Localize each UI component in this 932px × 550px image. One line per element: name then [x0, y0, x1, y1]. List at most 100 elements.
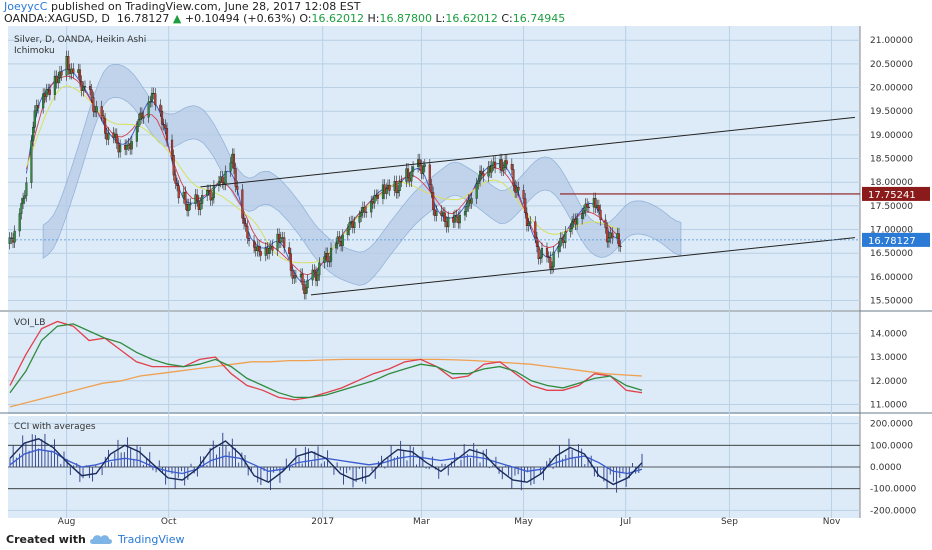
candle-body — [539, 256, 542, 259]
voi-pane-background — [8, 312, 860, 414]
low-label: L: — [435, 12, 446, 25]
price-tick: 20.50000 — [870, 60, 913, 70]
candle-body — [584, 203, 587, 211]
candle-body — [395, 181, 398, 194]
candle-body — [268, 248, 271, 254]
price-tick: 17.00000 — [870, 226, 913, 236]
candle-body — [338, 236, 341, 242]
candle-body — [304, 287, 307, 294]
candle-body — [107, 132, 110, 140]
candle-body — [224, 171, 227, 185]
candle-body — [100, 106, 103, 116]
candle-body — [160, 110, 164, 125]
price-tick: 15.50000 — [870, 297, 913, 307]
time-axis-tick: Aug — [58, 517, 76, 527]
candle-body — [53, 75, 56, 95]
candle-body — [586, 203, 589, 208]
footer: Created with TradingView — [0, 528, 932, 550]
price-axis-background — [860, 26, 932, 518]
candle-body — [522, 190, 525, 199]
candle-body — [137, 119, 140, 127]
cci-pane — [8, 432, 860, 493]
author-link[interactable]: JoeyycC — [4, 0, 48, 13]
close-value: 16.74945 — [512, 12, 566, 25]
candle-body — [164, 124, 167, 129]
candle-body — [18, 213, 21, 232]
candle-body — [358, 215, 361, 223]
last-price: 16.78127 — [116, 12, 170, 25]
candle-body — [253, 240, 256, 248]
cci-dark-average — [9, 438, 643, 486]
cci-pane-title: CCI with averages — [14, 422, 96, 432]
candle-body — [196, 194, 199, 202]
candle-body — [502, 167, 505, 171]
voi-tick: 11.0000 — [870, 401, 907, 411]
candle-body — [119, 144, 122, 153]
candle-body — [184, 191, 187, 205]
candle-body — [360, 212, 363, 217]
candle-body — [463, 211, 467, 216]
candle-body — [423, 164, 426, 167]
tradingview-link[interactable]: TradingView — [118, 533, 185, 546]
candle-body — [447, 216, 450, 228]
candle-body — [10, 237, 13, 239]
open-label: O: — [299, 12, 312, 25]
voi-red-line — [9, 320, 643, 401]
candle-body — [42, 93, 45, 109]
candle-body — [311, 269, 314, 281]
candle-body — [130, 141, 133, 150]
candle-body — [301, 273, 304, 285]
candle-body — [396, 190, 400, 194]
voi-orange-line — [9, 358, 643, 408]
header: JoeyycC published on TradingView.com, Ju… — [0, 0, 932, 25]
voi-tick: 13.0000 — [870, 353, 907, 363]
symbol-label: OANDA:XAGUSD, D — [4, 12, 110, 25]
candle-body — [140, 112, 143, 119]
candle-body — [619, 245, 622, 247]
candle-body — [529, 221, 532, 224]
candle-body — [150, 92, 154, 102]
channel-trendline — [310, 237, 856, 296]
candle-body — [170, 139, 174, 156]
time-axis-tick: Nov — [823, 517, 841, 527]
cci-tick: -200.0000 — [870, 506, 916, 516]
candle-body — [545, 248, 549, 258]
candle-body — [289, 253, 292, 271]
candle-body — [72, 68, 75, 73]
candle-body — [398, 181, 401, 191]
candle-body — [22, 198, 25, 204]
candle-body — [550, 266, 554, 269]
candle-body — [57, 77, 60, 84]
candle-body — [527, 223, 530, 227]
price-tick: 19.00000 — [870, 131, 913, 141]
publish-line: JoeyycC published on TradingView.com, Ju… — [4, 0, 360, 13]
candle-body — [82, 86, 85, 91]
time-axis[interactable]: Aug Oct 2017 Mar May Jul Sep Nov — [58, 517, 841, 527]
lagging-line — [25, 85, 620, 264]
candle-body — [385, 188, 388, 194]
candle-body — [582, 210, 585, 214]
main-indicator-label: Ichimoku — [14, 46, 55, 56]
candle-body — [199, 203, 202, 210]
time-axis-tick: Mar — [413, 517, 430, 527]
candle-body — [37, 105, 40, 109]
cci-tick: 200.0000 — [870, 420, 913, 430]
chart-area[interactable]: 21.00000 20.50000 20.00000 19.50000 19.00000… — [0, 0, 932, 528]
candle-body — [23, 195, 26, 199]
candle-body — [557, 246, 560, 253]
price-tick: 17.50000 — [870, 202, 913, 212]
candle-body — [412, 166, 415, 172]
kijun-line — [25, 75, 620, 276]
candle-body — [48, 89, 51, 95]
voi-green-line — [9, 323, 643, 399]
candle-body — [232, 153, 236, 169]
candle-body — [88, 86, 92, 90]
tradingview-cloud-icon — [88, 532, 114, 549]
voi-tick: 14.0000 — [870, 329, 907, 339]
candle-body — [60, 71, 63, 76]
candle-body — [30, 140, 33, 183]
low-value: 16.62012 — [445, 12, 498, 25]
candle-body — [500, 159, 503, 171]
trendlines[interactable] — [8, 116, 860, 296]
price-axis[interactable]: 21.00000 20.50000 20.00000 19.50000 19.00000… — [862, 36, 930, 516]
